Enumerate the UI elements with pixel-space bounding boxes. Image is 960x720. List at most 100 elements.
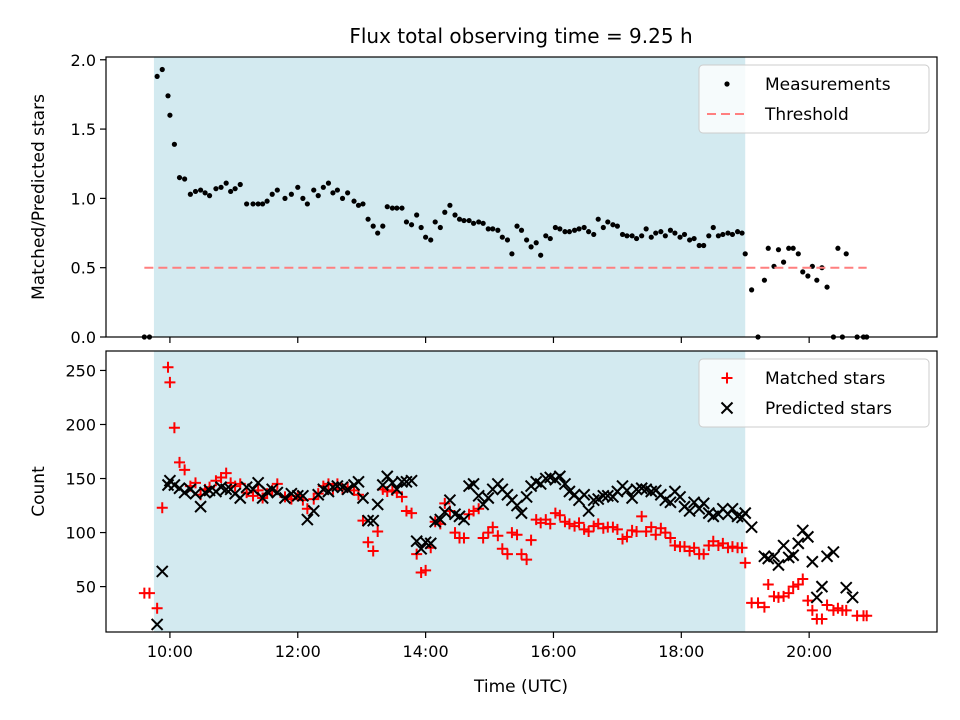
measurement-point (524, 237, 530, 243)
x-tick-label: 14:00 (403, 642, 449, 661)
predicted-star-point (745, 520, 758, 534)
matched-star-point (544, 518, 556, 530)
matched-star-point (162, 361, 174, 373)
measurement-point (282, 195, 288, 201)
measurement-point (339, 195, 346, 201)
matched-star-point (506, 527, 518, 539)
measurement-point (600, 224, 606, 231)
predicted-star-point (178, 486, 191, 499)
measurement-point (476, 219, 482, 225)
measurement-point (480, 220, 486, 226)
x-tick-label: 20:00 (786, 642, 832, 661)
measurement-point (729, 231, 736, 238)
measurement-point (202, 190, 208, 196)
predicted-star-point (673, 490, 687, 504)
count-legend: Matched stars Predicted stars (698, 358, 930, 428)
measurement-point (470, 220, 477, 226)
measurement-point (452, 212, 458, 218)
matched-star-point (156, 502, 168, 514)
measurement-point (213, 186, 219, 192)
y-tick-label: 0.5 (71, 259, 96, 278)
measurement-point (176, 174, 183, 181)
measurement-point (586, 229, 592, 235)
predicted-star-point (582, 504, 595, 518)
predicted-star-point (731, 510, 744, 523)
matched-star-point (468, 505, 480, 517)
predicted-star-point (341, 483, 354, 496)
predicted-star-point (635, 482, 648, 495)
matched-star-point (762, 578, 774, 590)
predicted-star-point (846, 591, 859, 604)
measurement-point (677, 234, 683, 240)
predicted-star-point (587, 493, 600, 507)
measurement-point (629, 233, 635, 239)
measurement-point (304, 201, 310, 207)
measurement-point (408, 222, 415, 228)
measurement-point (394, 205, 400, 211)
predicted-star-point (786, 549, 800, 562)
measurement-point (260, 201, 266, 207)
measurement-point (643, 226, 649, 232)
predicted-star-point (577, 488, 591, 501)
measurement-point (739, 230, 745, 236)
measurement-point (614, 223, 620, 229)
measurement-point (414, 212, 420, 218)
ratio-panel-frame (105, 56, 938, 338)
measurement-point (715, 233, 721, 239)
predicted-star-point (156, 565, 169, 578)
measurement-point (442, 209, 448, 215)
measurement-point (724, 81, 730, 87)
measurement-point (360, 201, 366, 207)
matched-star-point (650, 529, 662, 541)
measurement-point (167, 112, 173, 118)
predicted-star-point (625, 491, 639, 505)
measurement-point (639, 233, 645, 239)
measurement-point (154, 73, 160, 80)
y-tick-label: 250 (65, 361, 96, 380)
measurement-point (795, 251, 801, 257)
legend-label: Threshold (764, 105, 849, 125)
measurement-point (624, 233, 630, 239)
measurement-point (432, 219, 438, 225)
measurement-point (187, 191, 193, 197)
matched-star-point (772, 591, 784, 603)
measurement-point (325, 180, 332, 186)
matched-star-point (168, 422, 180, 434)
predicted-star-point (467, 477, 480, 491)
matched-star-point (664, 532, 676, 544)
count-panel: 50 100 150 200 250 10:00 12:00 14:00 16:00 18:00… (29, 350, 938, 661)
matched-star-point (516, 548, 527, 560)
y-tick-label: 100 (65, 524, 96, 543)
y-tick-label: 1.0 (71, 189, 96, 208)
matched-star-point (669, 540, 681, 552)
measurement-point (566, 229, 573, 235)
measurement-point (633, 235, 640, 242)
matched-star-point (816, 613, 828, 625)
predicted-star-point (326, 480, 340, 494)
measurement-point (562, 229, 568, 235)
predicted-star-point (482, 491, 495, 505)
count-y-axis-label: Count (29, 466, 49, 517)
measurement-point (742, 251, 748, 257)
predicted-star-point (278, 491, 292, 505)
legend-box (698, 358, 930, 428)
y-tick-label: 200 (65, 415, 96, 434)
matched-star-point (420, 564, 432, 576)
predicted-star-point (683, 504, 696, 518)
measurement-point (198, 187, 204, 193)
measurement-point (528, 244, 534, 250)
measurement-point (171, 141, 177, 147)
measurement-point (691, 235, 697, 242)
ratio-legend: Measurements Threshold (698, 64, 930, 134)
count-y-axis: 50 100 150 200 250 (65, 361, 106, 597)
predicted-star-point (371, 498, 384, 511)
measurement-point (334, 187, 341, 193)
matched-star-point (367, 545, 379, 557)
measurement-point (499, 234, 505, 240)
measurement-point (576, 226, 582, 232)
measurement-point (365, 216, 371, 222)
matched-star-point (783, 587, 795, 599)
matched-star-point (736, 542, 748, 554)
measurement-point (456, 216, 463, 222)
matched-star-point (174, 456, 186, 468)
